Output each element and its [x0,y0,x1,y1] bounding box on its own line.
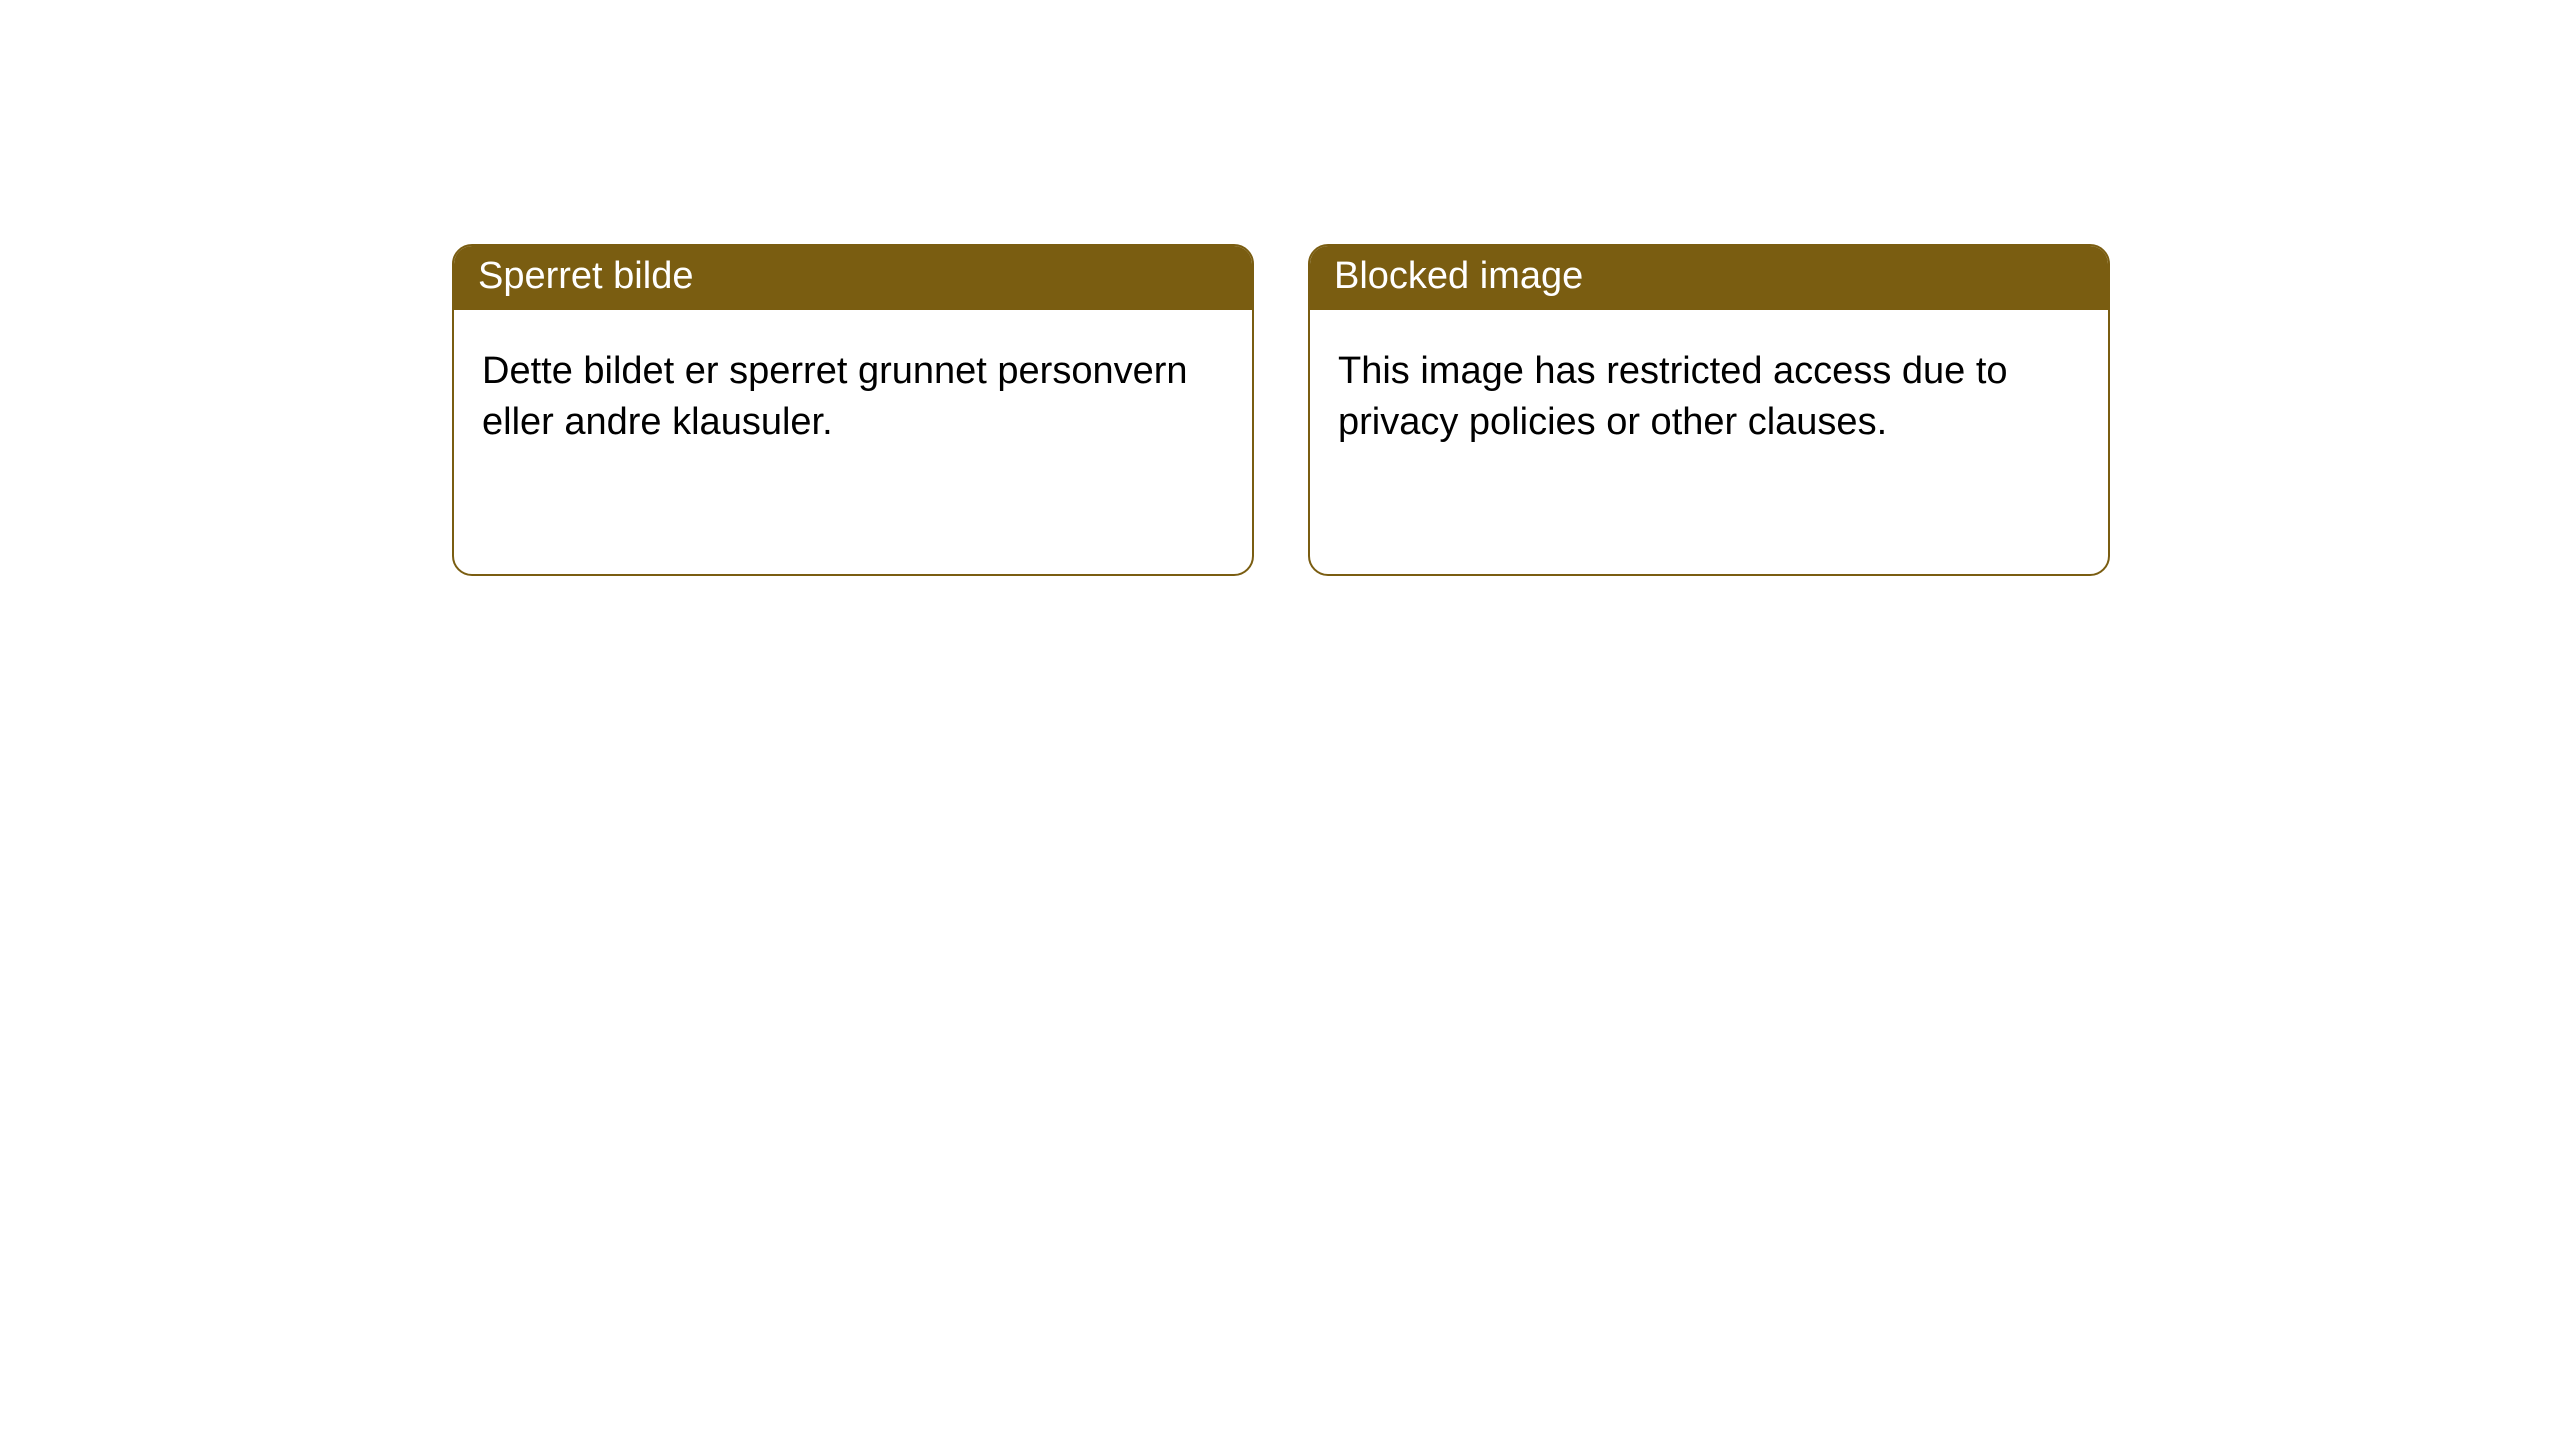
card-header-en: Blocked image [1310,246,2108,310]
card-title-no: Sperret bilde [478,255,693,297]
card-text-en: This image has restricted access due to … [1338,350,2008,443]
card-container: Sperret bilde Dette bildet er sperret gr… [0,0,2560,576]
blocked-image-card-no: Sperret bilde Dette bildet er sperret gr… [452,244,1254,576]
card-title-en: Blocked image [1334,255,1583,297]
card-body-en: This image has restricted access due to … [1310,310,2108,473]
blocked-image-card-en: Blocked image This image has restricted … [1308,244,2110,576]
card-text-no: Dette bildet er sperret grunnet personve… [482,350,1188,443]
card-body-no: Dette bildet er sperret grunnet personve… [454,310,1252,473]
card-header-no: Sperret bilde [454,246,1252,310]
